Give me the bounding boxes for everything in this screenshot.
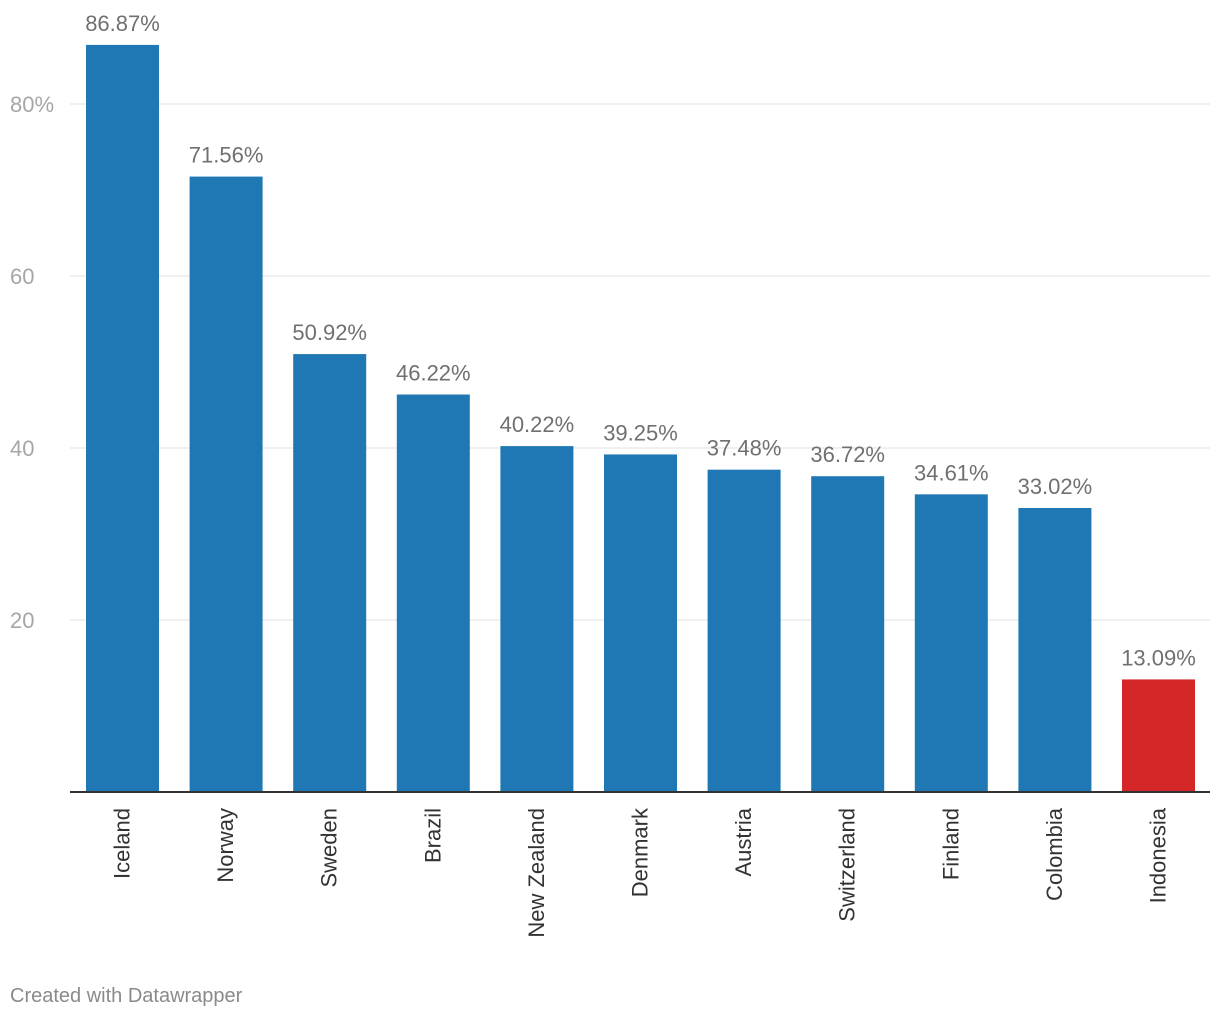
bar (811, 476, 885, 792)
bar (500, 446, 574, 792)
bar (1018, 508, 1092, 792)
data-label: 39.25% (603, 420, 678, 445)
y-tick-label: 40 (10, 436, 34, 461)
data-label: 71.56% (189, 143, 264, 168)
category-labels: Iceland Norway Sweden Brazil New Zealand Denm… (110, 807, 1171, 938)
bar-chart: 20 40 60 80% 86.87% 71.56% 50.92% 46.22% 40.22%… (10, 11, 1210, 938)
bar (1122, 679, 1195, 792)
bar (293, 354, 367, 792)
data-label: 34.61% (914, 460, 989, 485)
data-label: 50.92% (292, 320, 367, 345)
bar (604, 454, 677, 792)
bar (86, 44, 159, 793)
data-label: 13.09% (1121, 645, 1196, 670)
x-tick-label: Denmark (628, 807, 653, 897)
x-tick-label: Sweden (317, 808, 342, 888)
x-tick-label: Austria (731, 807, 756, 876)
data-label: 33.02% (1018, 474, 1093, 499)
footer-credit: Created with Datawrapper (10, 985, 243, 1007)
data-label: 46.22% (396, 361, 471, 386)
value-labels: 86.87% 71.56% 50.92% 46.22% 40.22% 39.25% 37.4… (85, 11, 1196, 671)
gridlines: 20 40 60 80% (10, 92, 1210, 633)
x-tick-label: Iceland (110, 808, 135, 879)
data-label: 36.72% (810, 442, 885, 467)
x-tick-label: Finland (938, 808, 963, 880)
x-tick-label: Indonesia (1146, 807, 1171, 903)
x-tick-label: Switzerland (835, 808, 860, 922)
x-tick-label: Brazil (420, 808, 445, 863)
bars (86, 44, 1195, 793)
data-label: 37.48% (707, 436, 782, 461)
bar (914, 494, 988, 792)
y-tick-label: 80% (10, 92, 54, 117)
x-tick-label: New Zealand (524, 808, 549, 938)
data-label: 86.87% (85, 11, 160, 36)
bar (189, 176, 263, 793)
y-tick-label: 20 (10, 608, 34, 633)
bar (396, 394, 470, 792)
data-label: 40.22% (500, 412, 575, 437)
x-tick-label: Colombia (1042, 807, 1067, 901)
x-tick-label: Norway (213, 808, 238, 883)
bar (707, 469, 781, 792)
y-tick-label: 60 (10, 264, 34, 289)
